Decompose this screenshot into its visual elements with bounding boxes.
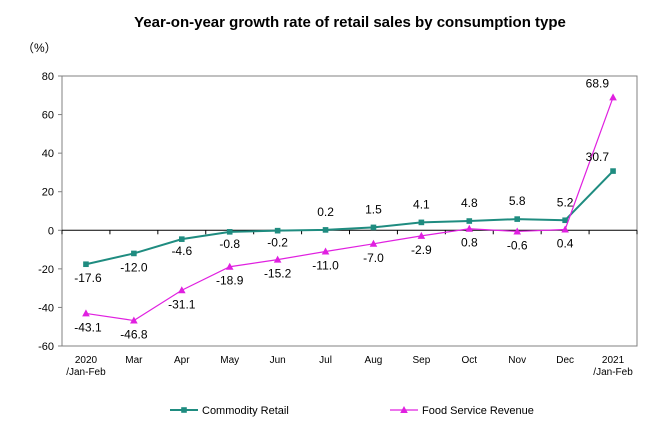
data-label: -31.1 [168, 297, 196, 311]
y-tick-label: 60 [42, 110, 54, 122]
legend-item-2: Food Service Revenue [390, 405, 534, 417]
data-label: 4.8 [461, 196, 478, 210]
y-unit-label: （%） [22, 41, 57, 55]
data-point [370, 224, 377, 231]
data-label: -43.1 [74, 320, 102, 334]
legend-label: Commodity Retail [202, 405, 289, 417]
data-label: 0.4 [557, 237, 574, 251]
data-point [273, 255, 282, 263]
data-label: -0.6 [507, 238, 528, 252]
data-labels: -17.6 -12.0 -4.6 -0.8 -0.2 0.2 1.5 4.1 4.8 5.8 5.2… [74, 76, 609, 341]
data-point [177, 286, 186, 294]
series-1 [83, 168, 616, 268]
data-point [82, 309, 90, 317]
x-tick-label: 2020/Jan-Feb [66, 355, 106, 378]
legend-marker [400, 406, 408, 413]
data-label: 1.5 [365, 202, 382, 216]
data-point [274, 227, 281, 234]
data-point [514, 216, 521, 222]
y-tick-label: 80 [42, 71, 54, 83]
series-line [85, 170, 614, 266]
data-label: -7.0 [363, 251, 384, 265]
data-point [322, 227, 329, 233]
data-point [561, 225, 569, 233]
x-tick-label: Aug [365, 355, 383, 366]
data-label: 0.8 [461, 236, 478, 250]
data-label: 4.1 [413, 197, 430, 211]
x-tick-label: Oct [462, 355, 478, 366]
data-point [562, 217, 568, 224]
data-label: -15.2 [264, 267, 292, 281]
data-point [466, 218, 473, 224]
data-label: -18.9 [216, 274, 244, 288]
data-point [130, 316, 138, 324]
series-group [82, 93, 617, 324]
data-point [609, 93, 617, 101]
data-point [321, 247, 330, 255]
data-point [369, 239, 378, 247]
x-tick-label: 2021/Jan-Feb [593, 355, 633, 378]
x-tick-label: May [220, 355, 239, 366]
y-tick-label: -60 [38, 341, 54, 353]
x-tick-label: Jul [319, 355, 332, 366]
series-line [85, 97, 614, 322]
data-point [83, 261, 89, 268]
data-label: -17.6 [74, 271, 102, 285]
legend-label: Food Service Revenue [422, 405, 534, 417]
data-label: -0.2 [267, 236, 288, 250]
y-tick-label: 40 [42, 148, 54, 160]
data-point [131, 250, 137, 257]
x-tick-label: Apr [174, 355, 190, 366]
data-point [465, 224, 474, 232]
data-point [225, 262, 234, 270]
data-label: 0.2 [317, 205, 334, 219]
y-tick-label: 0 [48, 225, 54, 237]
data-point [226, 229, 233, 235]
data-point [417, 231, 426, 239]
data-point [178, 236, 185, 242]
data-point [610, 168, 616, 174]
data-label: -4.6 [171, 244, 192, 258]
data-label: -46.8 [120, 328, 148, 342]
series-2 [82, 93, 617, 324]
x-tick-label: Dec [556, 355, 574, 366]
data-point [418, 219, 425, 226]
data-label: 30.7 [586, 150, 610, 164]
y-tick-label: -40 [38, 302, 54, 314]
data-point [513, 227, 522, 235]
legend: Commodity Retail Food Service Revenue [170, 405, 534, 417]
plot-area [61, 75, 638, 347]
x-tick-label: Nov [508, 355, 526, 366]
data-label: -11.0 [312, 259, 339, 273]
x-tick-label: Mar [125, 355, 143, 366]
chart-title: Year-on-year growth rate of retail sales… [134, 14, 566, 31]
y-tick-label: -20 [38, 264, 54, 276]
data-label: -2.9 [411, 243, 432, 257]
data-label: 68.9 [586, 76, 610, 90]
data-label: 5.2 [557, 195, 574, 209]
legend-item-1: Commodity Retail [170, 405, 289, 417]
x-tick-label: Sep [412, 355, 430, 366]
y-tick-label: 20 [42, 187, 54, 199]
data-label: -0.8 [219, 237, 240, 251]
data-label: 5.8 [509, 194, 526, 208]
legend-marker [181, 407, 187, 413]
axes: -60 -40 -20 0 20 40 60 80 2020/Jan-Feb Mar Apr May J… [38, 71, 638, 378]
x-tick-label: Jun [270, 355, 286, 366]
data-label: -12.0 [120, 260, 148, 274]
